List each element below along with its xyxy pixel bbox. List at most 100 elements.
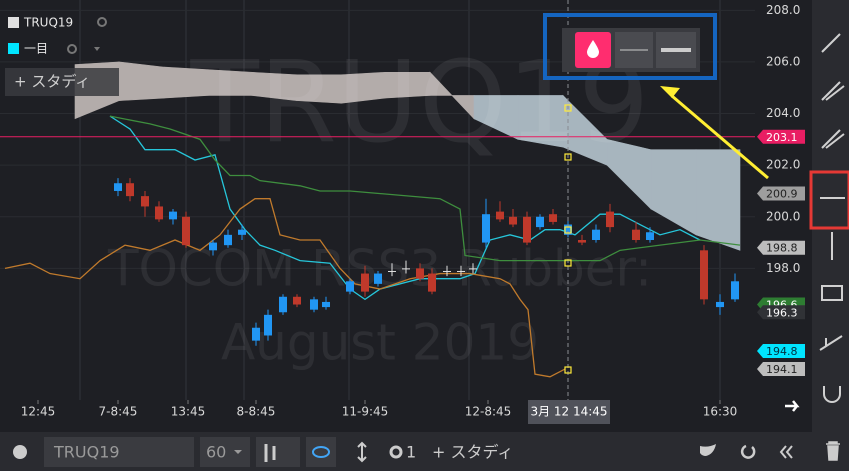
price-axis-labels: 208.0 206.0 204.0 202.0 200.0 198.0 203.1 200.9… [757,3,805,377]
gear-icon[interactable] [97,17,107,27]
price-tag-label: 203.1 [766,131,798,144]
candle-body [114,183,122,191]
crosshair-label-bg [528,400,610,424]
candle-body [388,270,396,272]
symbol-swatch [8,17,19,28]
annotation-arrow [671,94,769,180]
watermark-month: August 2019 [221,314,539,372]
interval-button[interactable] [200,437,250,467]
y-tick-label: 204.0 [766,106,800,120]
x-tick-label: 12-8:45 [465,405,512,419]
indicator-line [109,115,701,301]
candle-body [549,214,557,222]
reset-icon[interactable] [740,444,756,459]
toolbar-symbol[interactable]: TRUQ19 [53,443,120,462]
visibility-button[interactable] [306,437,336,467]
crosshair-label: 3月 12 14:45 [530,405,607,419]
candle-body [169,211,177,220]
x-tick-label: 13:45 [171,405,206,419]
candle-body [155,206,163,220]
price-tag-label: 196.3 [766,306,798,319]
chart-type-button[interactable] [256,437,300,467]
candle-body [646,232,654,240]
candle-body [578,240,586,243]
candle-body [361,273,369,292]
candle-icon [264,444,276,462]
candle-body [252,327,260,341]
candle-body [293,296,301,305]
x-tick-label: 8-8:45 [237,405,276,419]
candle-body [443,270,451,272]
candle-body [632,229,640,240]
candle-body [457,270,465,272]
candle-body [224,234,232,246]
indicator-line [4,198,566,378]
candle-body [700,250,708,300]
time-axis: 12:45 7-8:45 13:45 8-8:45 11-9:45 12-8:45 16:3… [21,400,738,419]
cloud [74,61,741,251]
candle-body [523,216,531,243]
y-tick-label: 202.0 [766,158,800,172]
twitter-icon[interactable] [700,444,716,456]
price-tag [757,240,805,255]
candle-body [731,281,739,300]
scroll-right[interactable] [785,400,800,412]
toolbar-interval[interactable]: 60 [206,443,226,462]
gear-icon[interactable] [389,445,403,459]
candle-body [279,296,287,313]
symbol-input[interactable] [44,437,194,467]
drop-icon [587,40,599,58]
indicator-swatch [8,43,19,54]
price-tag [757,129,805,144]
x-tick-label: 12:45 [21,405,56,419]
candle-body [322,301,330,308]
candle-body [606,211,614,228]
candle-body [716,301,724,308]
candle-body [182,216,190,246]
y-tick-label: 208.0 [766,3,800,17]
info-icon[interactable] [13,445,27,459]
candle-body [509,216,517,225]
toolbar-study-count[interactable]: 1 [406,443,416,462]
price-tag [757,362,805,377]
price-axis [755,0,812,432]
candle-body [126,183,134,197]
legend-study-button[interactable]: + スタディ [14,73,90,91]
arrow-head [660,86,680,98]
candle-body [592,229,600,240]
candle-body [238,229,246,235]
indicator-line [109,115,741,262]
tool-icons[interactable] [819,33,845,403]
dropdown-icon[interactable] [94,47,100,51]
gear-icon[interactable] [67,44,77,54]
candle-body [469,268,477,270]
drawing-handles[interactable] [564,104,572,374]
price-tag-label: 198.8 [766,242,798,255]
indicator-lines [4,115,741,378]
candle-body [310,299,318,310]
scale-icon[interactable] [357,441,367,463]
candles [114,178,739,346]
study-button-bg[interactable] [5,68,119,96]
price-tag [757,305,805,320]
candle-body [482,214,490,243]
eye-icon [312,446,330,458]
legend-indicator[interactable]: 一目 [24,42,48,56]
x-tick-label: 16:30 [703,405,738,419]
candle-body [496,211,504,220]
trash-icon[interactable] [826,441,840,461]
collapse-icon[interactable] [779,445,793,459]
candle-body [564,224,572,235]
toolbar-study-button[interactable]: + スタディ [432,443,513,462]
y-tick-label: 206.0 [766,54,800,68]
candle-body [141,196,149,207]
highlight-box [809,170,849,230]
x-tick-label: 7-8:45 [99,405,138,419]
candle-body [536,216,544,228]
price-tag [757,186,805,201]
price-tag-label: 194.1 [766,363,798,376]
candle-body [346,281,354,292]
candle-body [428,273,436,292]
